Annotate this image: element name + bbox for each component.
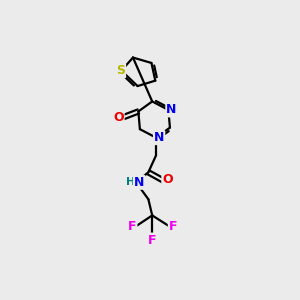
Text: O: O	[113, 111, 124, 124]
Text: O: O	[162, 173, 173, 186]
Text: N: N	[154, 131, 164, 144]
Text: F: F	[148, 233, 157, 247]
Text: F: F	[169, 220, 177, 233]
Text: S: S	[116, 64, 125, 77]
Text: N: N	[166, 103, 177, 116]
Text: N: N	[134, 176, 144, 189]
Text: H: H	[126, 177, 135, 187]
Text: F: F	[128, 220, 136, 233]
